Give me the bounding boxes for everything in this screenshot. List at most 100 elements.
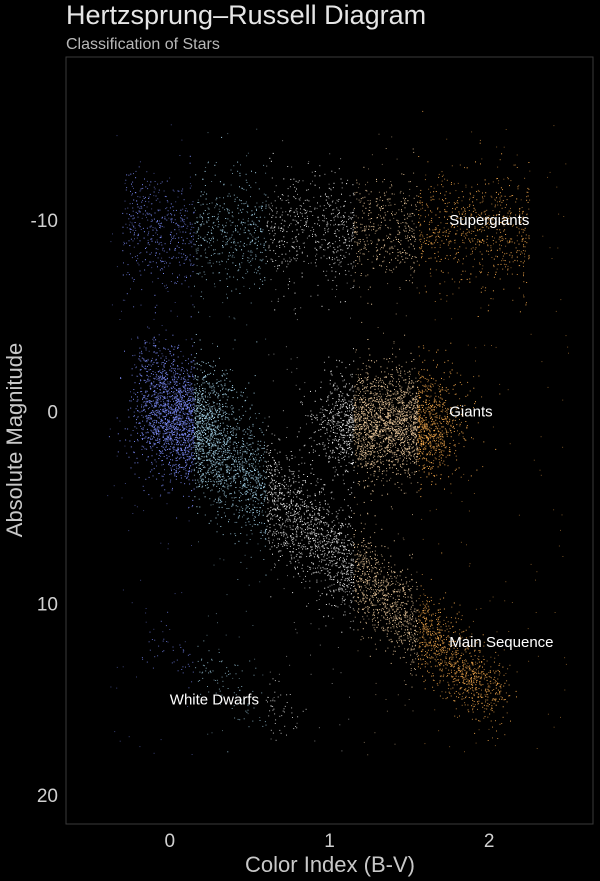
star-point [157, 401, 159, 403]
star-point [380, 589, 382, 591]
star-point [299, 508, 301, 510]
star-point [425, 628, 427, 630]
star-point [326, 558, 328, 560]
star-point [451, 653, 452, 655]
star-point [446, 616, 448, 618]
star-point [197, 395, 198, 397]
star-point [410, 588, 412, 589]
star-point [203, 443, 205, 445]
star-point [456, 671, 458, 673]
star-point [248, 459, 250, 461]
star-point [169, 481, 171, 483]
star-point [193, 342, 195, 343]
star-point [438, 652, 440, 654]
star-point [376, 572, 378, 574]
star-point [296, 508, 298, 510]
star-point [414, 637, 416, 639]
star-point [318, 609, 320, 610]
star-point [146, 441, 148, 443]
star-point [161, 353, 163, 355]
star-point [240, 464, 242, 466]
star-point [212, 464, 214, 466]
star-point [495, 651, 497, 653]
star-point [193, 378, 195, 380]
star-point [180, 482, 182, 484]
star-point [485, 695, 487, 697]
star-point [422, 637, 424, 638]
star-point [341, 570, 343, 572]
star-point [432, 686, 434, 688]
star-point [201, 425, 203, 427]
star-point [313, 556, 315, 558]
star-point [471, 662, 473, 664]
star-point [486, 690, 488, 692]
star-point [180, 351, 182, 352]
star-point [188, 375, 190, 377]
star-point [366, 583, 368, 585]
star-point [164, 442, 166, 444]
star-point [205, 426, 207, 428]
star-point [167, 374, 169, 376]
star-point [402, 623, 404, 625]
star-point [242, 484, 244, 486]
star-point [241, 406, 243, 408]
star-point [171, 376, 173, 378]
star-point [312, 562, 314, 564]
star-point [193, 440, 195, 442]
star-point [227, 438, 229, 440]
star-point [359, 586, 360, 588]
star-point [267, 508, 269, 510]
star-point [402, 601, 404, 603]
star-point [328, 551, 330, 553]
star-point [222, 484, 224, 486]
star-point [194, 375, 196, 377]
star-point [140, 425, 142, 427]
star-point [434, 654, 436, 656]
star-point [415, 619, 417, 621]
star-point [351, 570, 353, 571]
star-point [218, 442, 220, 444]
star-point [400, 636, 402, 638]
star-point [345, 518, 347, 520]
star-point [430, 600, 432, 602]
star-point [331, 491, 333, 493]
star-point [240, 481, 242, 483]
star-point [381, 545, 383, 547]
star-point [419, 646, 421, 648]
star-point [381, 615, 383, 617]
star-point [197, 461, 199, 463]
star-point [502, 716, 504, 718]
star-point [454, 715, 456, 717]
star-point [229, 441, 231, 443]
star-point [358, 555, 360, 557]
star-point [481, 689, 482, 691]
star-point [377, 592, 379, 594]
star-point [302, 494, 304, 496]
star-point [422, 642, 423, 643]
star-point [259, 476, 261, 478]
star-point [298, 545, 300, 547]
star-point [170, 407, 172, 409]
star-point [162, 383, 164, 385]
star-point [391, 577, 393, 579]
star-point [378, 585, 380, 587]
star-point [395, 577, 397, 579]
star-point [391, 603, 393, 605]
star-point [410, 608, 412, 610]
star-point [255, 486, 257, 488]
star-point [401, 608, 403, 610]
star-point [236, 447, 238, 448]
star-point [292, 525, 294, 527]
star-point [395, 630, 397, 632]
star-point [441, 651, 443, 653]
star-point [159, 443, 161, 444]
star-point [315, 567, 316, 569]
star-point [397, 608, 399, 610]
star-point [235, 469, 237, 471]
star-point [385, 613, 387, 615]
star-point [242, 446, 244, 448]
star-point [245, 479, 247, 481]
star-point [331, 560, 333, 562]
star-point [337, 606, 339, 608]
star-point [448, 625, 450, 627]
